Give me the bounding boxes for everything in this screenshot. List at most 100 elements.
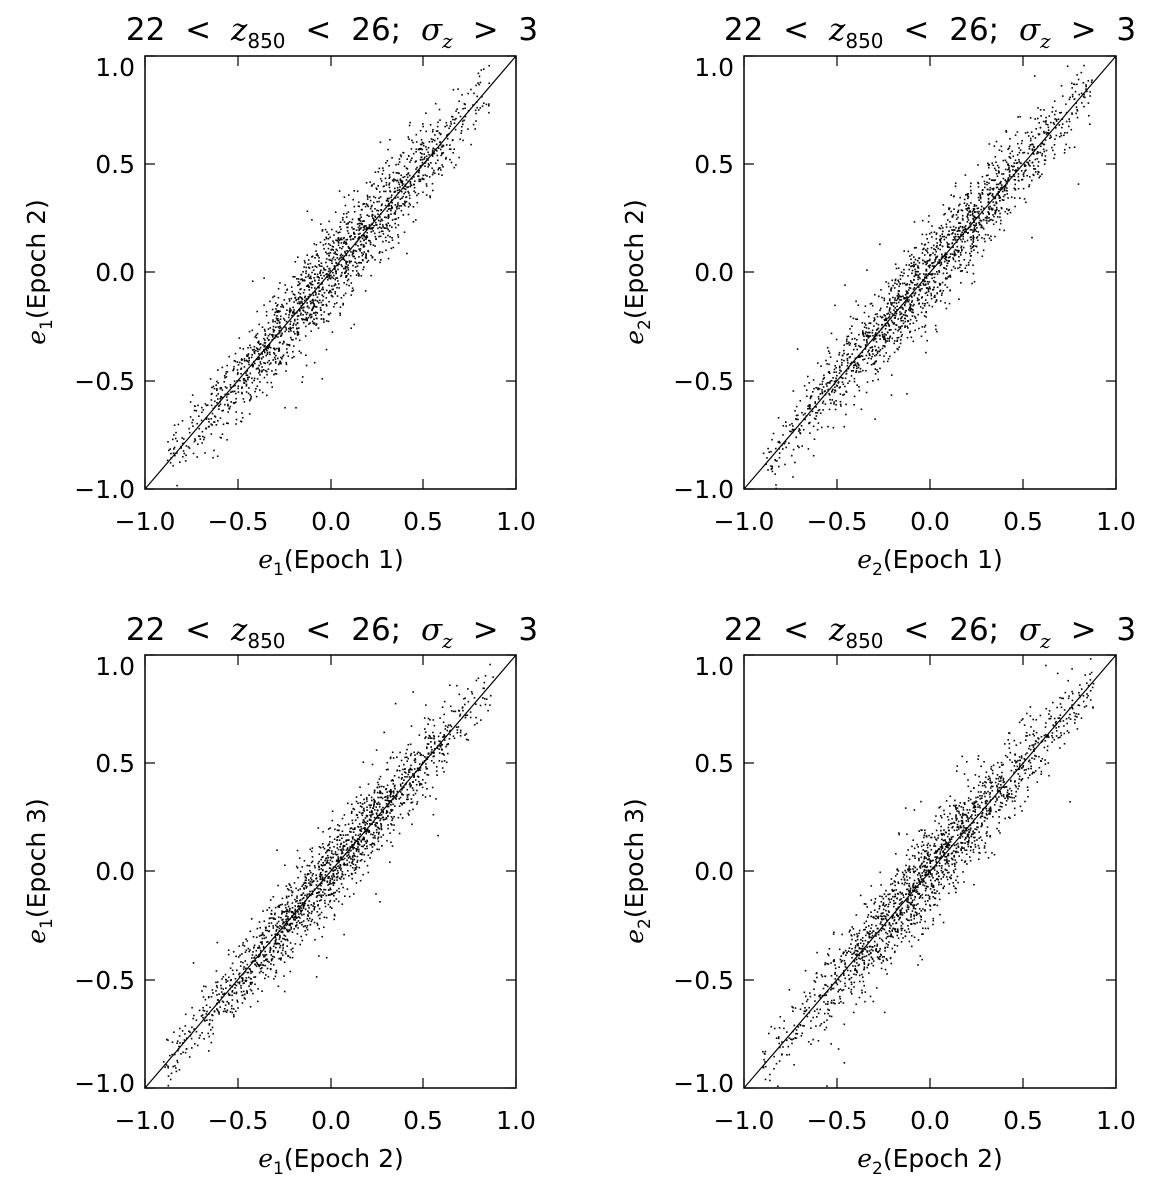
- panel-2-point: [870, 302, 873, 305]
- panel-1-point: [272, 333, 274, 336]
- panel-1-point: [227, 405, 229, 407]
- panel-2-point: [893, 301, 896, 304]
- panel-2-point: [1063, 134, 1065, 137]
- panel-2-point: [956, 245, 959, 248]
- panel-1-point: [334, 251, 336, 253]
- panel-2-point: [962, 246, 965, 249]
- panel-3-point: [228, 994, 230, 996]
- panel-1-point: [310, 330, 312, 332]
- panel-3-point: [407, 757, 409, 760]
- panel-3-point: [394, 797, 397, 799]
- panel-2-point: [843, 349, 845, 352]
- panel-2-point: [928, 266, 931, 269]
- panel-2-point: [873, 317, 876, 319]
- panel-3-point: [389, 812, 391, 814]
- panel-2-point: [975, 204, 978, 207]
- panel-3-point: [301, 921, 303, 924]
- panel-2-point: [903, 304, 906, 306]
- panel-2-point: [912, 322, 915, 324]
- panel-3-point: [344, 895, 346, 897]
- panel-1-point: [319, 299, 321, 302]
- panel-2-point: [838, 365, 841, 368]
- panel-1-point: [396, 179, 399, 182]
- panel-3-point: [241, 1002, 244, 1004]
- panel-2-point: [856, 384, 858, 386]
- panel-2-point: [1052, 149, 1054, 152]
- panel-2-point: [988, 213, 990, 216]
- panel-2-point: [1012, 169, 1014, 171]
- panel-2-point: [860, 346, 862, 348]
- panel-1-point: [305, 298, 308, 300]
- panel-1-point: [409, 161, 411, 163]
- panel-2-point: [986, 183, 988, 186]
- panel-1-point: [263, 342, 266, 344]
- panel-3-point: [336, 875, 339, 878]
- panel-1-point: [315, 266, 318, 268]
- panel-1-point: [173, 448, 175, 450]
- panel-1-point: [273, 314, 276, 316]
- panel-1-point: [241, 362, 243, 365]
- panel-3-point: [336, 889, 338, 892]
- panel-3-point: [366, 798, 368, 800]
- panel-1-point: [372, 227, 375, 229]
- panel-1-ytick-label: 0.0: [95, 258, 135, 287]
- panel-3-point: [398, 798, 400, 800]
- panel-2-point: [821, 389, 823, 391]
- panel-2-point: [962, 238, 964, 240]
- panel-3-point: [363, 820, 366, 823]
- panel-3-point: [415, 783, 418, 786]
- panel-3-point: [253, 956, 256, 959]
- panel-2-point: [944, 252, 947, 254]
- panel-2-point: [1043, 150, 1046, 153]
- panel-1-point: [358, 273, 360, 276]
- panel-1-point: [369, 196, 371, 198]
- panel-1-point: [333, 234, 335, 236]
- panel-3-point: [301, 885, 303, 887]
- panel-2-point: [857, 366, 860, 369]
- panel-1-point: [394, 212, 396, 214]
- panel-1-point: [335, 302, 338, 304]
- panel-2-point: [999, 182, 1002, 185]
- panel-2-point: [1014, 183, 1016, 186]
- panel-2-point: [1017, 167, 1019, 169]
- panel-3-point: [241, 953, 243, 955]
- panel-2-point: [1041, 173, 1043, 176]
- panel-2-point: [817, 362, 819, 364]
- panel-2-point: [835, 379, 837, 382]
- panel-1-point: [288, 344, 291, 346]
- panel-1-point: [333, 252, 335, 255]
- panel-2-point: [802, 428, 805, 431]
- panel-2-point: [1012, 165, 1014, 168]
- panel-1-point: [267, 368, 270, 370]
- panel-3-point: [285, 914, 288, 917]
- panel-3-point: [358, 811, 361, 814]
- panel-1-point: [276, 304, 279, 306]
- panel-1-point: [278, 322, 281, 324]
- panel-1-point: [306, 311, 309, 314]
- panel-2-point: [936, 273, 939, 275]
- panel-1-point: [320, 314, 323, 316]
- panel-1-point: [272, 331, 275, 333]
- panel-1-point: [226, 393, 228, 396]
- panel-2-point: [1014, 169, 1017, 171]
- panel-1-point: [276, 347, 278, 350]
- panel-2-point: [995, 169, 997, 172]
- panel-1-point: [310, 282, 312, 285]
- panel-2-point: [1017, 173, 1020, 175]
- panel-2-point: [1001, 199, 1004, 201]
- panel-1-point: [325, 305, 328, 307]
- panel-2-point: [967, 213, 969, 215]
- panel-3-point: [352, 838, 354, 840]
- panel-3-point: [327, 889, 330, 891]
- panel-1-point: [299, 302, 302, 304]
- panel-1-point: [373, 201, 375, 204]
- panel-2-point: [882, 338, 885, 341]
- panel-3-point: [329, 887, 331, 890]
- panel-2-point: [1088, 114, 1090, 117]
- panel-1-point: [474, 128, 476, 130]
- panel-2-point: [906, 291, 909, 293]
- panel-1-point: [391, 207, 394, 209]
- panel-3-point: [458, 693, 461, 696]
- panel-2-point: [809, 432, 811, 434]
- panel-2-point: [1068, 146, 1071, 149]
